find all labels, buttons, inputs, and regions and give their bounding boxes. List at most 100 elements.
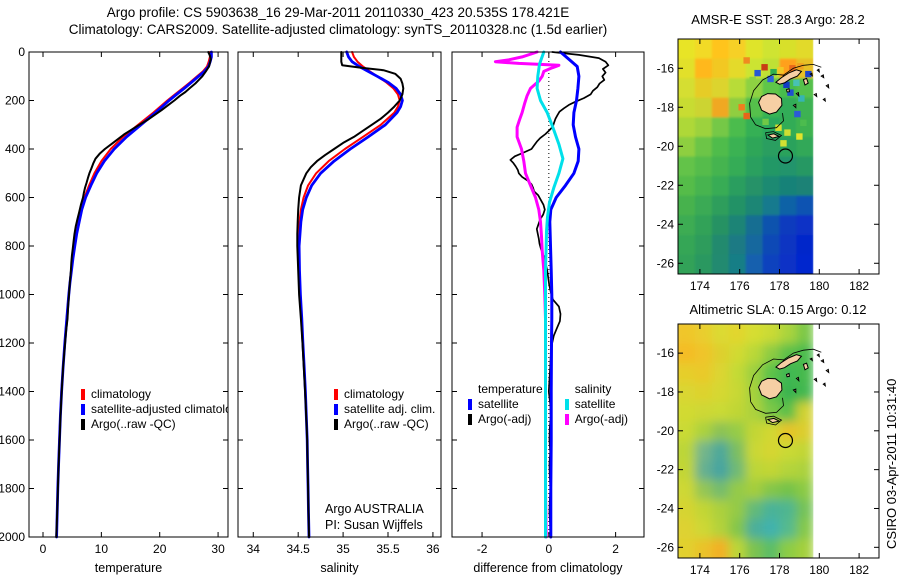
salinity-xtick-label: 34 bbox=[247, 542, 261, 556]
temperature-ytick-label: 1200 bbox=[0, 336, 25, 350]
legend-marker bbox=[564, 399, 569, 410]
legend-label: Argo(..raw -QC) bbox=[344, 417, 429, 431]
legend-label: satellite bbox=[478, 397, 519, 411]
sla-ytick-label: -24 bbox=[657, 501, 675, 515]
legend-label: salinity bbox=[574, 382, 612, 396]
series-argo-raw bbox=[55, 51, 212, 538]
legend-header: temperature bbox=[468, 382, 543, 397]
legend-label: temperature bbox=[478, 382, 543, 396]
temperature-xtick-label: 20 bbox=[153, 542, 167, 556]
land-polygon bbox=[809, 357, 814, 362]
figure-title: Argo profile: CS 5903638_16 29-Mar-2011 … bbox=[106, 5, 570, 20]
legend-marker bbox=[564, 414, 569, 425]
legend-marker bbox=[81, 419, 85, 430]
temperature-axis-label: temperature bbox=[95, 561, 162, 575]
temperature-ytick-label: 400 bbox=[5, 142, 25, 156]
sst-pixel bbox=[762, 118, 769, 126]
land-polygon bbox=[825, 83, 830, 89]
sst-pixel bbox=[780, 140, 787, 147]
legend-label: climatology bbox=[344, 387, 405, 401]
land-polygon bbox=[825, 368, 830, 374]
land-polygon bbox=[775, 354, 803, 370]
sst-pixel bbox=[789, 65, 796, 72]
sla-ytick-label: -26 bbox=[657, 540, 675, 554]
sst-ytick-label: -20 bbox=[657, 139, 675, 153]
series-salinity-satellite-diff bbox=[535, 50, 565, 539]
legend-entry: satellite-adjusted climatology bbox=[81, 402, 228, 417]
land-polygon bbox=[813, 92, 818, 98]
legend-entry: satellite bbox=[468, 397, 543, 412]
sst-ytick-label: -16 bbox=[657, 61, 675, 75]
salinity-xtick-label: 35.5 bbox=[376, 542, 400, 556]
legend-marker bbox=[334, 404, 338, 415]
sla-xtick-label: 178 bbox=[769, 563, 789, 577]
difference-xtick-label: 2 bbox=[612, 542, 619, 556]
legend-entry: climatology bbox=[81, 387, 228, 402]
land-polygon bbox=[758, 377, 783, 400]
sst-ytick-label: -26 bbox=[657, 256, 675, 270]
coast-contour bbox=[750, 113, 784, 130]
legend-marker bbox=[468, 414, 472, 425]
sst-pixel bbox=[805, 70, 812, 78]
legend-column: temperature satellite Argo(-adj) bbox=[468, 382, 543, 427]
coast-contour bbox=[783, 63, 822, 76]
series-climatology bbox=[55, 51, 211, 538]
legend-marker bbox=[81, 404, 85, 415]
difference-axes-box bbox=[451, 51, 645, 538]
sst-pixel bbox=[800, 119, 807, 127]
land-polygon bbox=[820, 74, 825, 79]
argo-float-marker bbox=[777, 148, 794, 164]
coast-contour bbox=[765, 415, 783, 426]
sla-xtick-label: 182 bbox=[849, 563, 869, 577]
salinity-axis-label: salinity bbox=[320, 561, 359, 575]
difference-xtick-label: -2 bbox=[477, 542, 488, 556]
legend-entry: Argo(-adj) bbox=[468, 412, 543, 427]
sla-map-title: Altimetric SLA: 0.15 Argo: 0.12 bbox=[689, 302, 867, 317]
land-polygon bbox=[785, 372, 790, 378]
sst-xtick-label: 178 bbox=[769, 279, 789, 293]
land-polygon bbox=[802, 77, 809, 86]
land-polygon bbox=[813, 377, 818, 383]
difference-axis-label: difference from climatology bbox=[473, 561, 623, 575]
difference-legend: temperature satellite Argo(-adj) salinity sa… bbox=[468, 382, 628, 427]
salinity-xtick-label: 36 bbox=[426, 542, 440, 556]
land-polygon bbox=[795, 91, 800, 98]
sla-xtick-label: 174 bbox=[690, 563, 710, 577]
series-temperature-argo-diff bbox=[509, 51, 610, 538]
legend-marker bbox=[334, 419, 338, 430]
sst-pixel bbox=[796, 133, 803, 140]
sst-ytick-label: -22 bbox=[657, 178, 675, 192]
legend-entry: satellite bbox=[564, 397, 628, 412]
land-polygon bbox=[785, 87, 790, 93]
legend-label: climatology bbox=[91, 387, 152, 401]
legend-entry: Argo(..raw -QC) bbox=[81, 417, 228, 432]
csiro-timestamp: CSIRO 03-Apr-2011 10:31:40 bbox=[884, 378, 899, 549]
salinity-plot: 34 34.5 35 35.5 36 salinity bbox=[237, 50, 442, 575]
temperature-ytick-label: 1600 bbox=[0, 433, 25, 447]
sst-pixel bbox=[770, 68, 777, 76]
temperature-ytick-label: 1000 bbox=[0, 288, 25, 302]
sst-pixel bbox=[743, 112, 750, 120]
temperature-ytick-label: 600 bbox=[5, 191, 25, 205]
legend-label: Argo(-adj) bbox=[574, 412, 629, 426]
sla-ytick-label: -18 bbox=[657, 385, 675, 399]
sst-pixel bbox=[754, 69, 761, 77]
legend-column: salinity satellite Argo(-adj) bbox=[564, 382, 629, 427]
temperature-xtick-label: 30 bbox=[211, 542, 225, 556]
sst-ytick-label: -18 bbox=[657, 100, 675, 114]
sst-pixel bbox=[783, 81, 790, 89]
legend-label: satellite adj. clim. bbox=[344, 402, 436, 416]
salinity-legend: climatology satellite adj. clim. Argo(..ra… bbox=[334, 387, 464, 432]
figure-header: Argo profile: CS 5903638_16 29-Mar-2011 … bbox=[0, 4, 676, 38]
sst-pixel bbox=[793, 79, 800, 87]
legend-entry: Argo(..raw -QC) bbox=[334, 417, 464, 432]
legend-entry: Argo(-adj) bbox=[564, 412, 629, 427]
argo-float-marker bbox=[777, 432, 794, 449]
land-polygon bbox=[802, 362, 809, 371]
temperature-xtick-label: 0 bbox=[40, 542, 47, 556]
legend-marker bbox=[334, 389, 338, 400]
land-polygon bbox=[816, 353, 820, 358]
sst-pixel bbox=[761, 64, 768, 71]
